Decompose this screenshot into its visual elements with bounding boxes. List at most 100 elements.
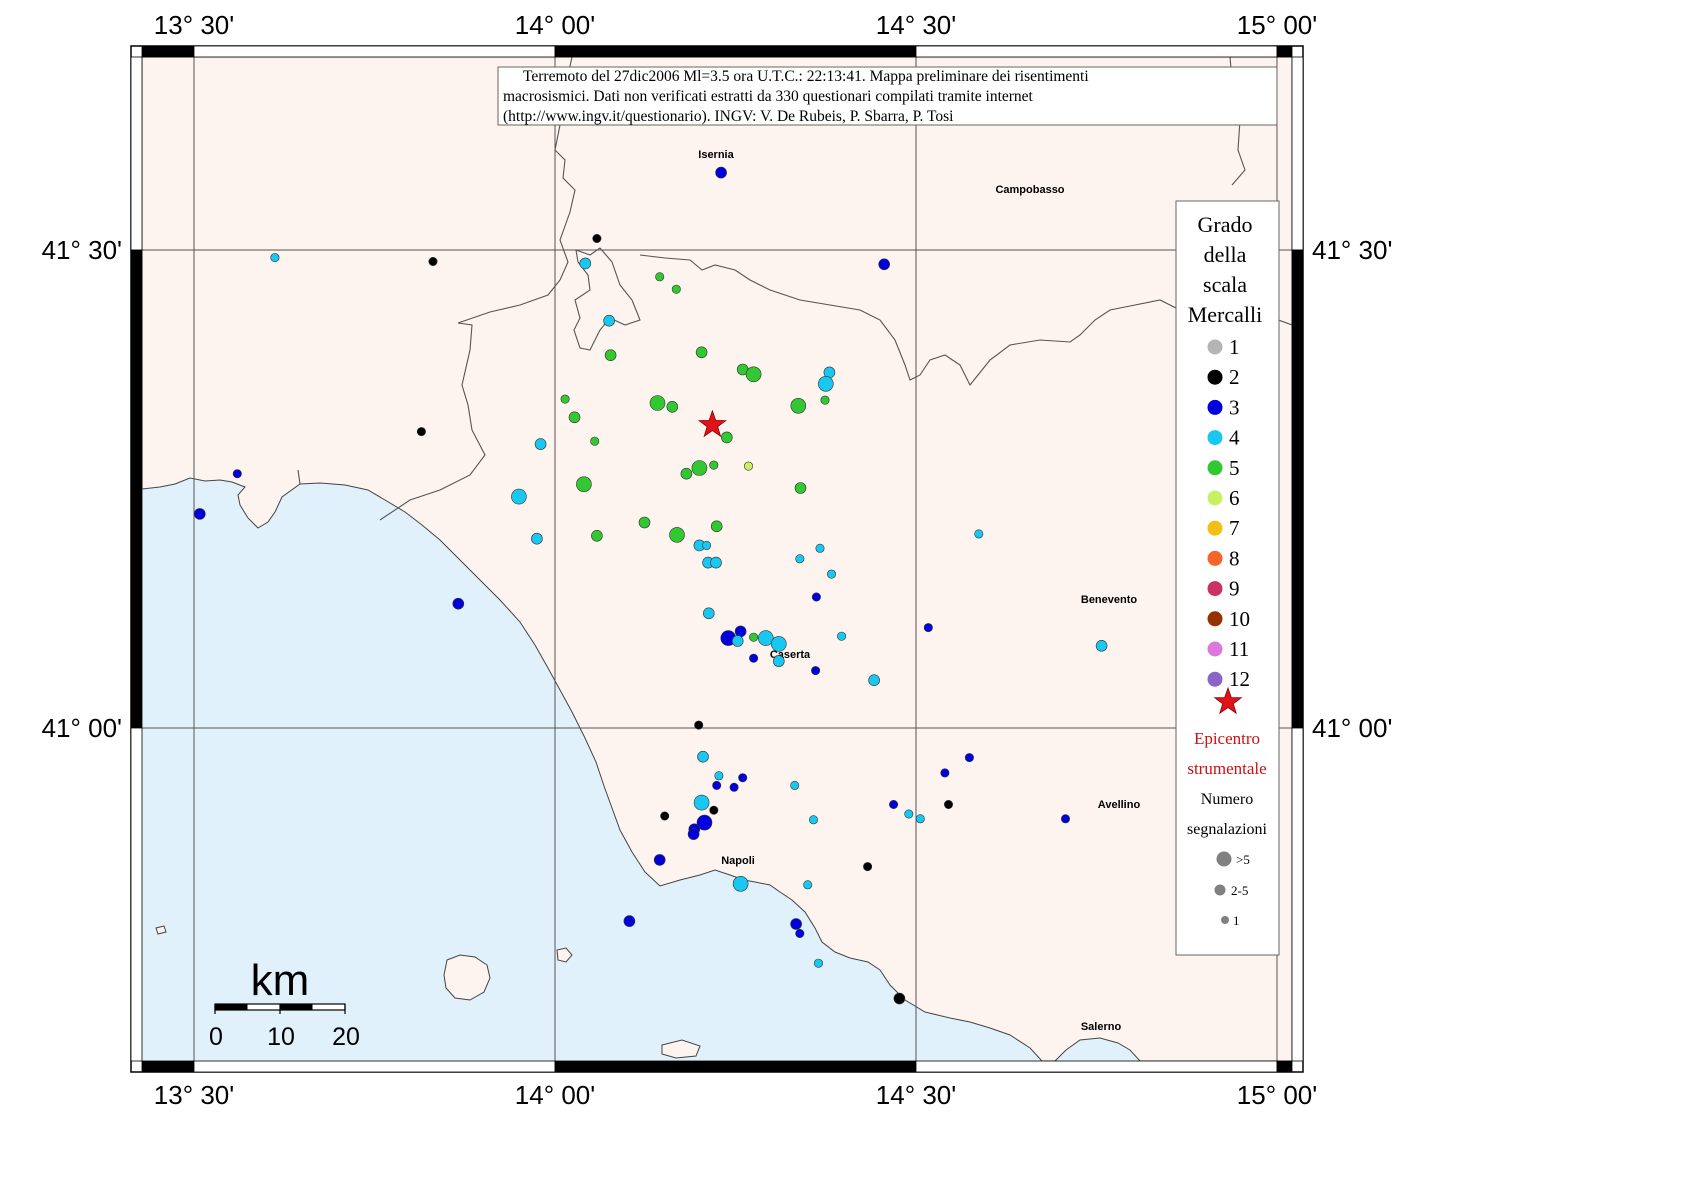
intensity-point [590,436,600,446]
legend-grade-swatch [1207,460,1223,476]
city-label-campobasso: Campobasso [995,184,1064,196]
intensity-point [915,814,925,824]
intensity-point [749,653,759,663]
note-line-1: Terremoto del 27dic2006 Ml=3.5 ora U.T.C… [523,68,1089,85]
legend-grade-swatch [1207,581,1223,597]
legend-size-label-small: 1 [1233,913,1240,928]
intensity-point [531,532,543,545]
legend-epicentre-line-2: strumentale [1187,759,1266,778]
intensity-point [738,773,748,783]
legend-title-1: Grado [1198,212,1253,237]
intensity-point [734,625,747,638]
island-ischia [443,954,491,1001]
intensity-point [943,799,953,809]
legend-grade-label: 6 [1229,486,1240,510]
intensity-point [815,543,825,553]
intensity-point [710,520,723,533]
intensity-point [232,469,242,479]
legend-grade-label: 3 [1229,395,1240,419]
intensity-point [604,349,617,362]
intensity-point [790,780,800,790]
intensity-point [710,556,722,569]
note-line-2: macrosismici. Dati non verificati estrat… [503,88,1034,105]
intensity-point [745,366,762,383]
lon-label-top-1: 13° 30' [154,10,234,40]
axis-labels: 13° 30' 14° 00' 14° 30' 15° 00' 13° 30' … [42,10,1393,1110]
frame-bar-bottom [1276,1060,1293,1073]
legend-grade-label: 9 [1229,577,1240,601]
intensity-point [534,438,547,450]
intensity-point [694,720,704,730]
intensity-point [729,782,739,792]
intensity-point [720,431,733,444]
frame-bar-left [130,727,143,1062]
intensity-point [772,655,785,667]
legend-grade-label: 2 [1229,365,1240,389]
legend: Grado della scala Mercalli 1234567891011… [1175,200,1280,956]
lon-label-top-2: 14° 00' [515,10,595,40]
lat-label-right-1: 41° 30' [1312,235,1392,265]
intensity-point [1095,639,1108,652]
frame-bar-top [141,45,195,58]
intensity-point [680,467,693,480]
frame-bar-right [1291,249,1304,729]
legend-size-label-medium: 2-5 [1231,883,1248,898]
intensity-point [826,569,836,579]
legend-grade-swatch [1207,399,1223,415]
intensity-point [693,794,710,811]
intensity-point [820,395,830,405]
note-line-3: (http://www.ingv.it/questionario). INGV:… [503,108,954,125]
intensity-point [671,284,681,294]
intensity-point [757,630,774,646]
frame-bar-top [193,45,556,58]
intensity-point [1061,814,1071,824]
lon-label-top-3: 14° 30' [876,10,956,40]
city-label-benevento: Benevento [1081,594,1138,606]
frame-bar-left [130,56,143,251]
intensity-point [878,258,891,271]
city-label-salerno: Salerno [1081,1021,1122,1033]
intensity-point [732,875,749,892]
intensity-point [837,631,847,641]
intensity-point [623,915,636,927]
intensity-point [702,540,712,550]
intensity-point [568,411,581,424]
legend-count-title-1: Numero [1201,791,1253,808]
intensity-point [974,529,984,539]
intensity-point [770,636,787,652]
legend-grade-swatch [1207,430,1223,446]
city-label-isernia: Isernia [698,149,734,161]
intensity-point [964,753,974,763]
intensity-point [794,482,807,494]
lon-label-bottom-1: 13° 30' [154,1080,234,1110]
intensity-point [795,928,805,938]
intensity-point [416,427,426,437]
intensity-point [649,395,666,411]
legend-size-medium [1214,884,1226,896]
intensity-point [695,346,708,359]
frame-bar-top [554,45,917,58]
intensity-point [194,508,206,520]
city-label-avellino: Avellino [1098,799,1141,811]
intensity-point [655,272,665,282]
island-small [155,925,167,935]
intensity-point [803,880,813,890]
legend-size-small [1221,916,1229,924]
intensity-point [790,918,802,930]
scale-label-20: 20 [332,1023,360,1051]
intensity-point [428,256,438,266]
intensity-point [270,253,280,263]
legend-grade-swatch [1207,641,1223,657]
legend-epicentre-star [1213,686,1243,715]
scale-unit: km [251,956,310,1005]
lat-label-left-1: 41° 30' [42,235,122,265]
intensity-point [923,623,933,633]
intensity-point [893,992,906,1005]
intensity-point [715,166,727,179]
frame-bar-right [1291,56,1304,251]
intensity-point [576,476,592,493]
lon-label-bottom-2: 14° 00' [515,1080,595,1110]
intensity-point [511,488,527,505]
intensity-point [696,814,713,831]
